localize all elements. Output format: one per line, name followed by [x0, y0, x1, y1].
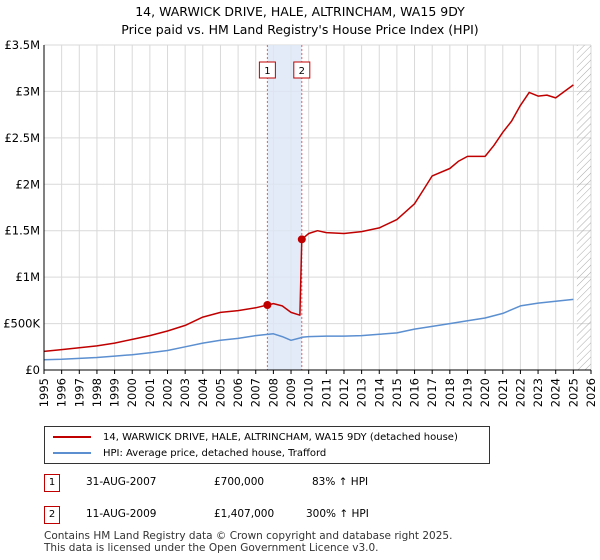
legend-item-property: 14, WARWICK DRIVE, HALE, ALTRINCHAM, WA1…	[53, 429, 458, 445]
x-tick-label: 2012	[337, 378, 351, 407]
y-tick-label: £3M	[15, 84, 40, 98]
x-tick-label: 2014	[372, 378, 386, 407]
x-tick-label: 2008	[266, 378, 280, 407]
x-tick-label: 2022	[513, 378, 527, 407]
sale-point	[297, 235, 306, 244]
x-tick-label: 2004	[196, 378, 210, 407]
x-tick-label: 2016	[408, 378, 422, 407]
chart-subtitle: Price paid vs. HM Land Registry's House …	[121, 22, 479, 37]
x-tick-label: 1998	[90, 378, 104, 407]
shaded-period	[267, 45, 302, 370]
transaction-price: £700,000	[214, 476, 265, 488]
price-chart: 1 2 £0 £500K £1M £1.5M £2M £2.5M £3M £3.5M 1995 19…	[3, 38, 598, 407]
y-tick-label: £2M	[15, 177, 40, 191]
transaction-hpi: 83% ↑ HPI	[312, 476, 369, 488]
footer-licence: This data is licensed under the Open Gov…	[44, 542, 379, 554]
sale-badge-label: 2	[299, 66, 305, 77]
legend-label-hpi: HPI: Average price, detached house, Traf…	[103, 447, 327, 459]
y-tick-label: £2.5M	[4, 131, 40, 145]
transaction-badge: 2	[44, 506, 60, 524]
chart-legend: 14, WARWICK DRIVE, HALE, ALTRINCHAM, WA1…	[44, 426, 490, 464]
y-tick-label: £3.5M	[4, 38, 40, 52]
legend-swatch-property	[53, 436, 91, 438]
x-tick-label: 2018	[443, 378, 457, 407]
x-tick-label: 1999	[108, 378, 122, 407]
transaction-price: £1,407,000	[214, 508, 275, 520]
x-tick-label: 2009	[284, 378, 298, 407]
x-tick-label: 1995	[37, 378, 51, 407]
x-tick-label: 2026	[584, 378, 598, 407]
x-tick-label: 1997	[72, 378, 86, 407]
x-tick-label: 2021	[496, 378, 510, 407]
x-tick-label: 2015	[390, 378, 404, 407]
x-tick-label: 2001	[143, 378, 157, 407]
footer: Contains HM Land Registry data © Crown c…	[44, 530, 452, 554]
transaction-hpi: 300% ↑ HPI	[306, 508, 369, 520]
legend-swatch-hpi	[53, 452, 91, 454]
x-tick-label: 2011	[319, 378, 333, 407]
x-tick-label: 2003	[178, 378, 192, 407]
y-tick-label: £1M	[15, 270, 40, 284]
sale-point	[263, 301, 272, 309]
property-price-line	[43, 84, 574, 353]
forecast-hatch	[576, 45, 591, 370]
chart-title: 14, WARWICK DRIVE, HALE, ALTRINCHAM, WA1…	[135, 4, 465, 19]
x-tick-label: 2007	[249, 378, 263, 407]
y-tick-label: £500K	[3, 317, 40, 331]
x-tick-label: 2010	[302, 378, 316, 407]
x-tick-label: 2000	[125, 378, 139, 407]
x-tick-label: 2025	[566, 378, 580, 407]
x-tick-label: 2006	[231, 378, 245, 407]
x-tick-label: 2023	[531, 378, 545, 407]
x-tick-label: 2019	[460, 378, 474, 407]
sale-badge-label: 1	[264, 66, 270, 77]
x-tick-label: 1996	[55, 378, 69, 407]
x-tick-label: 2020	[478, 378, 492, 407]
x-tick-label: 2013	[355, 378, 369, 407]
legend-label-property: 14, WARWICK DRIVE, HALE, ALTRINCHAM, WA1…	[103, 431, 458, 443]
x-tick-label: 2002	[161, 378, 175, 407]
transaction-badge: 1	[44, 474, 60, 492]
x-tick-label: 2005	[213, 378, 227, 407]
footer-copyright: Contains HM Land Registry data © Crown c…	[44, 530, 453, 542]
x-tick-label: 2017	[425, 378, 439, 407]
sale-badge-box	[293, 61, 311, 79]
sale-badge-box	[258, 61, 276, 79]
hpi-line	[43, 298, 574, 361]
legend-item-hpi: HPI: Average price, detached house, Traf…	[53, 445, 326, 461]
plot-area	[44, 45, 591, 370]
y-tick-label: £0	[25, 363, 40, 377]
transaction-date: 11-AUG-2009	[86, 508, 157, 520]
y-tick-label: £1.5M	[4, 224, 40, 238]
transaction-date: 31-AUG-2007	[86, 476, 157, 488]
x-tick-label: 2024	[549, 378, 563, 407]
